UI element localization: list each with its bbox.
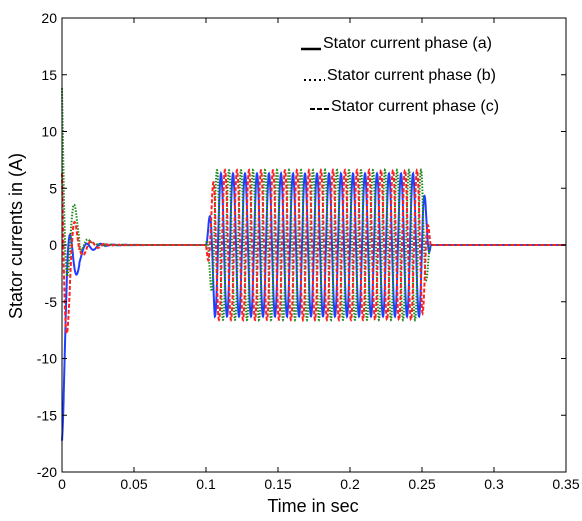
y-tick-label: 5	[49, 180, 57, 196]
series-line-phase-c	[61, 167, 566, 335]
legend-label-phase-b: Stator current phase (b)	[327, 67, 496, 84]
x-tick-label: 0.1	[196, 476, 216, 492]
y-tick-label: 20	[41, 10, 57, 26]
x-tick-label: 0.2	[340, 476, 360, 492]
y-tick-label: -15	[37, 407, 57, 423]
y-tick-label: 10	[41, 124, 57, 140]
y-tick-label: -5	[45, 294, 58, 310]
x-tick-label: 0	[58, 476, 66, 492]
legend-label-phase-a: Stator current phase (a)	[323, 35, 492, 52]
legend: Stator current phase (a) Stator current …	[301, 35, 499, 115]
x-axis-label: Time in sec	[267, 496, 358, 516]
series-layer	[61, 88, 566, 441]
y-tick-label: 15	[41, 67, 57, 83]
axis-layer: 0 0.05 0.1 0.15 0.2 0.25 0.3 0.35 -20 -15 -10 -5 0 5 1…	[37, 10, 580, 492]
series-line-phase-b	[61, 88, 566, 323]
x-tick-label: 0.15	[264, 476, 291, 492]
y-tick-label: -10	[37, 351, 57, 367]
x-tick-label: 0.3	[484, 476, 504, 492]
x-tick-label: 0.35	[552, 476, 579, 492]
x-tick-label: 0.25	[408, 476, 435, 492]
legend-label-phase-c: Stator current phase (c)	[331, 98, 499, 115]
y-tick-label: -20	[37, 464, 57, 480]
y-axis-label: Stator currents in (A)	[6, 153, 26, 319]
y-tick-label: 0	[49, 237, 57, 253]
x-tick-label: 0.05	[120, 476, 147, 492]
